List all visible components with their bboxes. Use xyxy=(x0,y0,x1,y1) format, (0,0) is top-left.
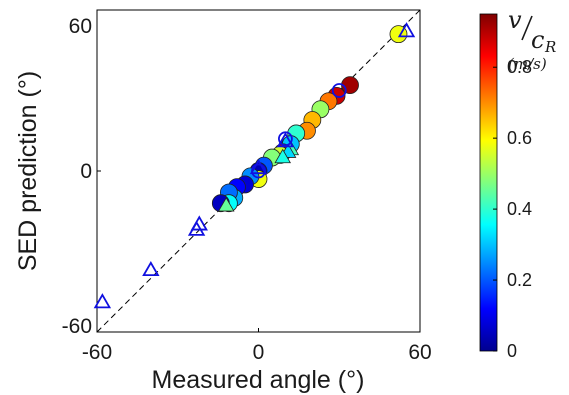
x-tick-label-max: 60 xyxy=(408,341,431,364)
x-axis-label: Measured angle (°) xyxy=(152,366,365,394)
data-point-open-triangle xyxy=(93,293,112,309)
colorbar-title-r: R xyxy=(544,38,556,56)
y-axis-label: SED prediction (°) xyxy=(14,71,42,271)
colorbar-title-slash xyxy=(521,15,533,41)
data-point-open-triangle xyxy=(187,220,206,236)
data-point-open-triangle xyxy=(142,260,160,277)
reference-line xyxy=(96,9,421,333)
colorbar-unit: (m/s) xyxy=(508,55,547,73)
y-tick-label-min: -60 xyxy=(62,315,92,338)
data-point-triangle xyxy=(274,148,292,164)
colorbar-tick-label: 0 xyxy=(507,341,517,361)
y-tick-label-mid: 0 xyxy=(80,160,92,183)
x-tick-label-min: -60 xyxy=(82,341,112,364)
data-point-triangle xyxy=(217,197,235,212)
data-point-open-triangle xyxy=(276,132,295,148)
tick-marks xyxy=(96,9,421,333)
data-point-open-circle xyxy=(331,83,347,98)
colorbar-title-v: v xyxy=(508,6,522,34)
colorbar-ticks: 0.8 0.6 0.4 0.2 0 xyxy=(493,57,532,361)
colorbar-tick-label: 0.4 xyxy=(507,199,532,219)
colorbar xyxy=(479,13,498,352)
colorbar-tick-label: 0.8 xyxy=(507,57,532,77)
colorbar-title-c: c xyxy=(531,26,544,54)
x-tick-label-mid: 0 xyxy=(253,341,265,364)
colorbar-tick-label: 0.2 xyxy=(507,270,532,290)
y-tick-label-max: 60 xyxy=(69,15,92,38)
data-point-open-triangle xyxy=(249,159,268,175)
colorbar-tick-label: 0.6 xyxy=(507,128,532,148)
data-point-open-triangle xyxy=(397,22,416,38)
data-points xyxy=(93,22,416,309)
